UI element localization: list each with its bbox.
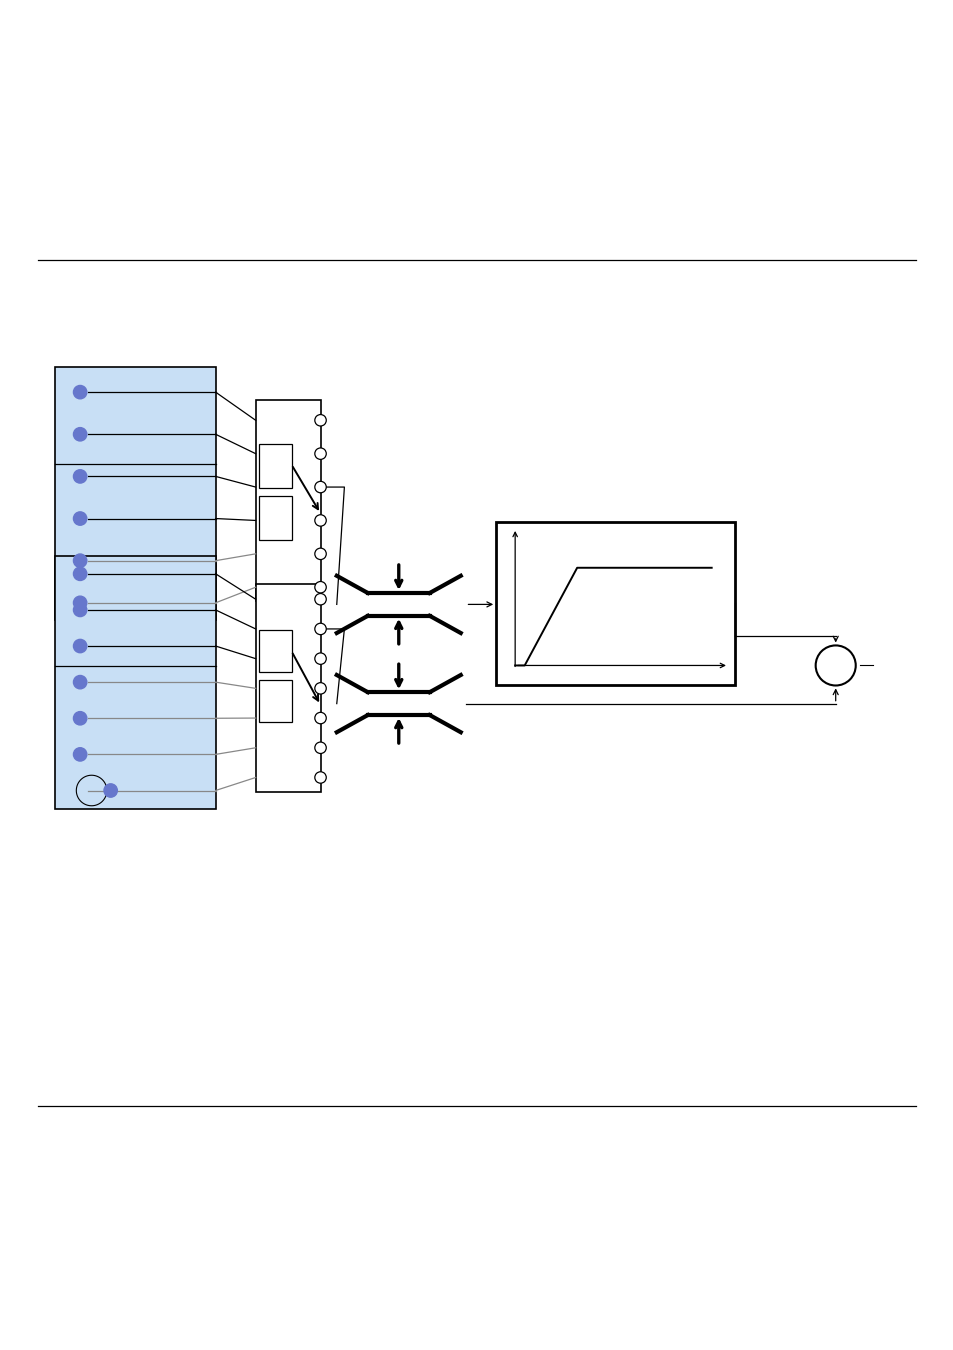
Circle shape (314, 594, 326, 605)
Circle shape (73, 711, 87, 725)
Bar (255, 585, 320, 792)
Circle shape (73, 470, 87, 483)
Circle shape (73, 567, 87, 580)
Bar (55, 367, 215, 620)
Circle shape (314, 548, 326, 559)
Bar (496, 522, 734, 684)
Circle shape (104, 784, 117, 798)
Circle shape (314, 514, 326, 526)
Circle shape (73, 386, 87, 398)
Circle shape (73, 603, 87, 617)
Circle shape (73, 597, 87, 609)
Circle shape (815, 645, 855, 686)
Circle shape (314, 683, 326, 694)
Bar (259, 497, 292, 540)
Circle shape (73, 675, 87, 688)
Circle shape (314, 448, 326, 459)
Circle shape (73, 428, 87, 441)
Bar (255, 400, 320, 601)
Circle shape (73, 554, 87, 567)
Circle shape (314, 743, 326, 753)
Bar (259, 444, 292, 489)
Bar (259, 680, 292, 722)
Circle shape (73, 640, 87, 652)
Circle shape (314, 414, 326, 427)
Circle shape (314, 772, 326, 783)
Circle shape (314, 582, 326, 593)
Bar (55, 556, 215, 809)
Circle shape (73, 748, 87, 761)
Circle shape (73, 512, 87, 525)
Circle shape (314, 653, 326, 664)
Circle shape (314, 624, 326, 634)
Circle shape (314, 713, 326, 724)
Bar (259, 630, 292, 672)
Circle shape (314, 482, 326, 493)
